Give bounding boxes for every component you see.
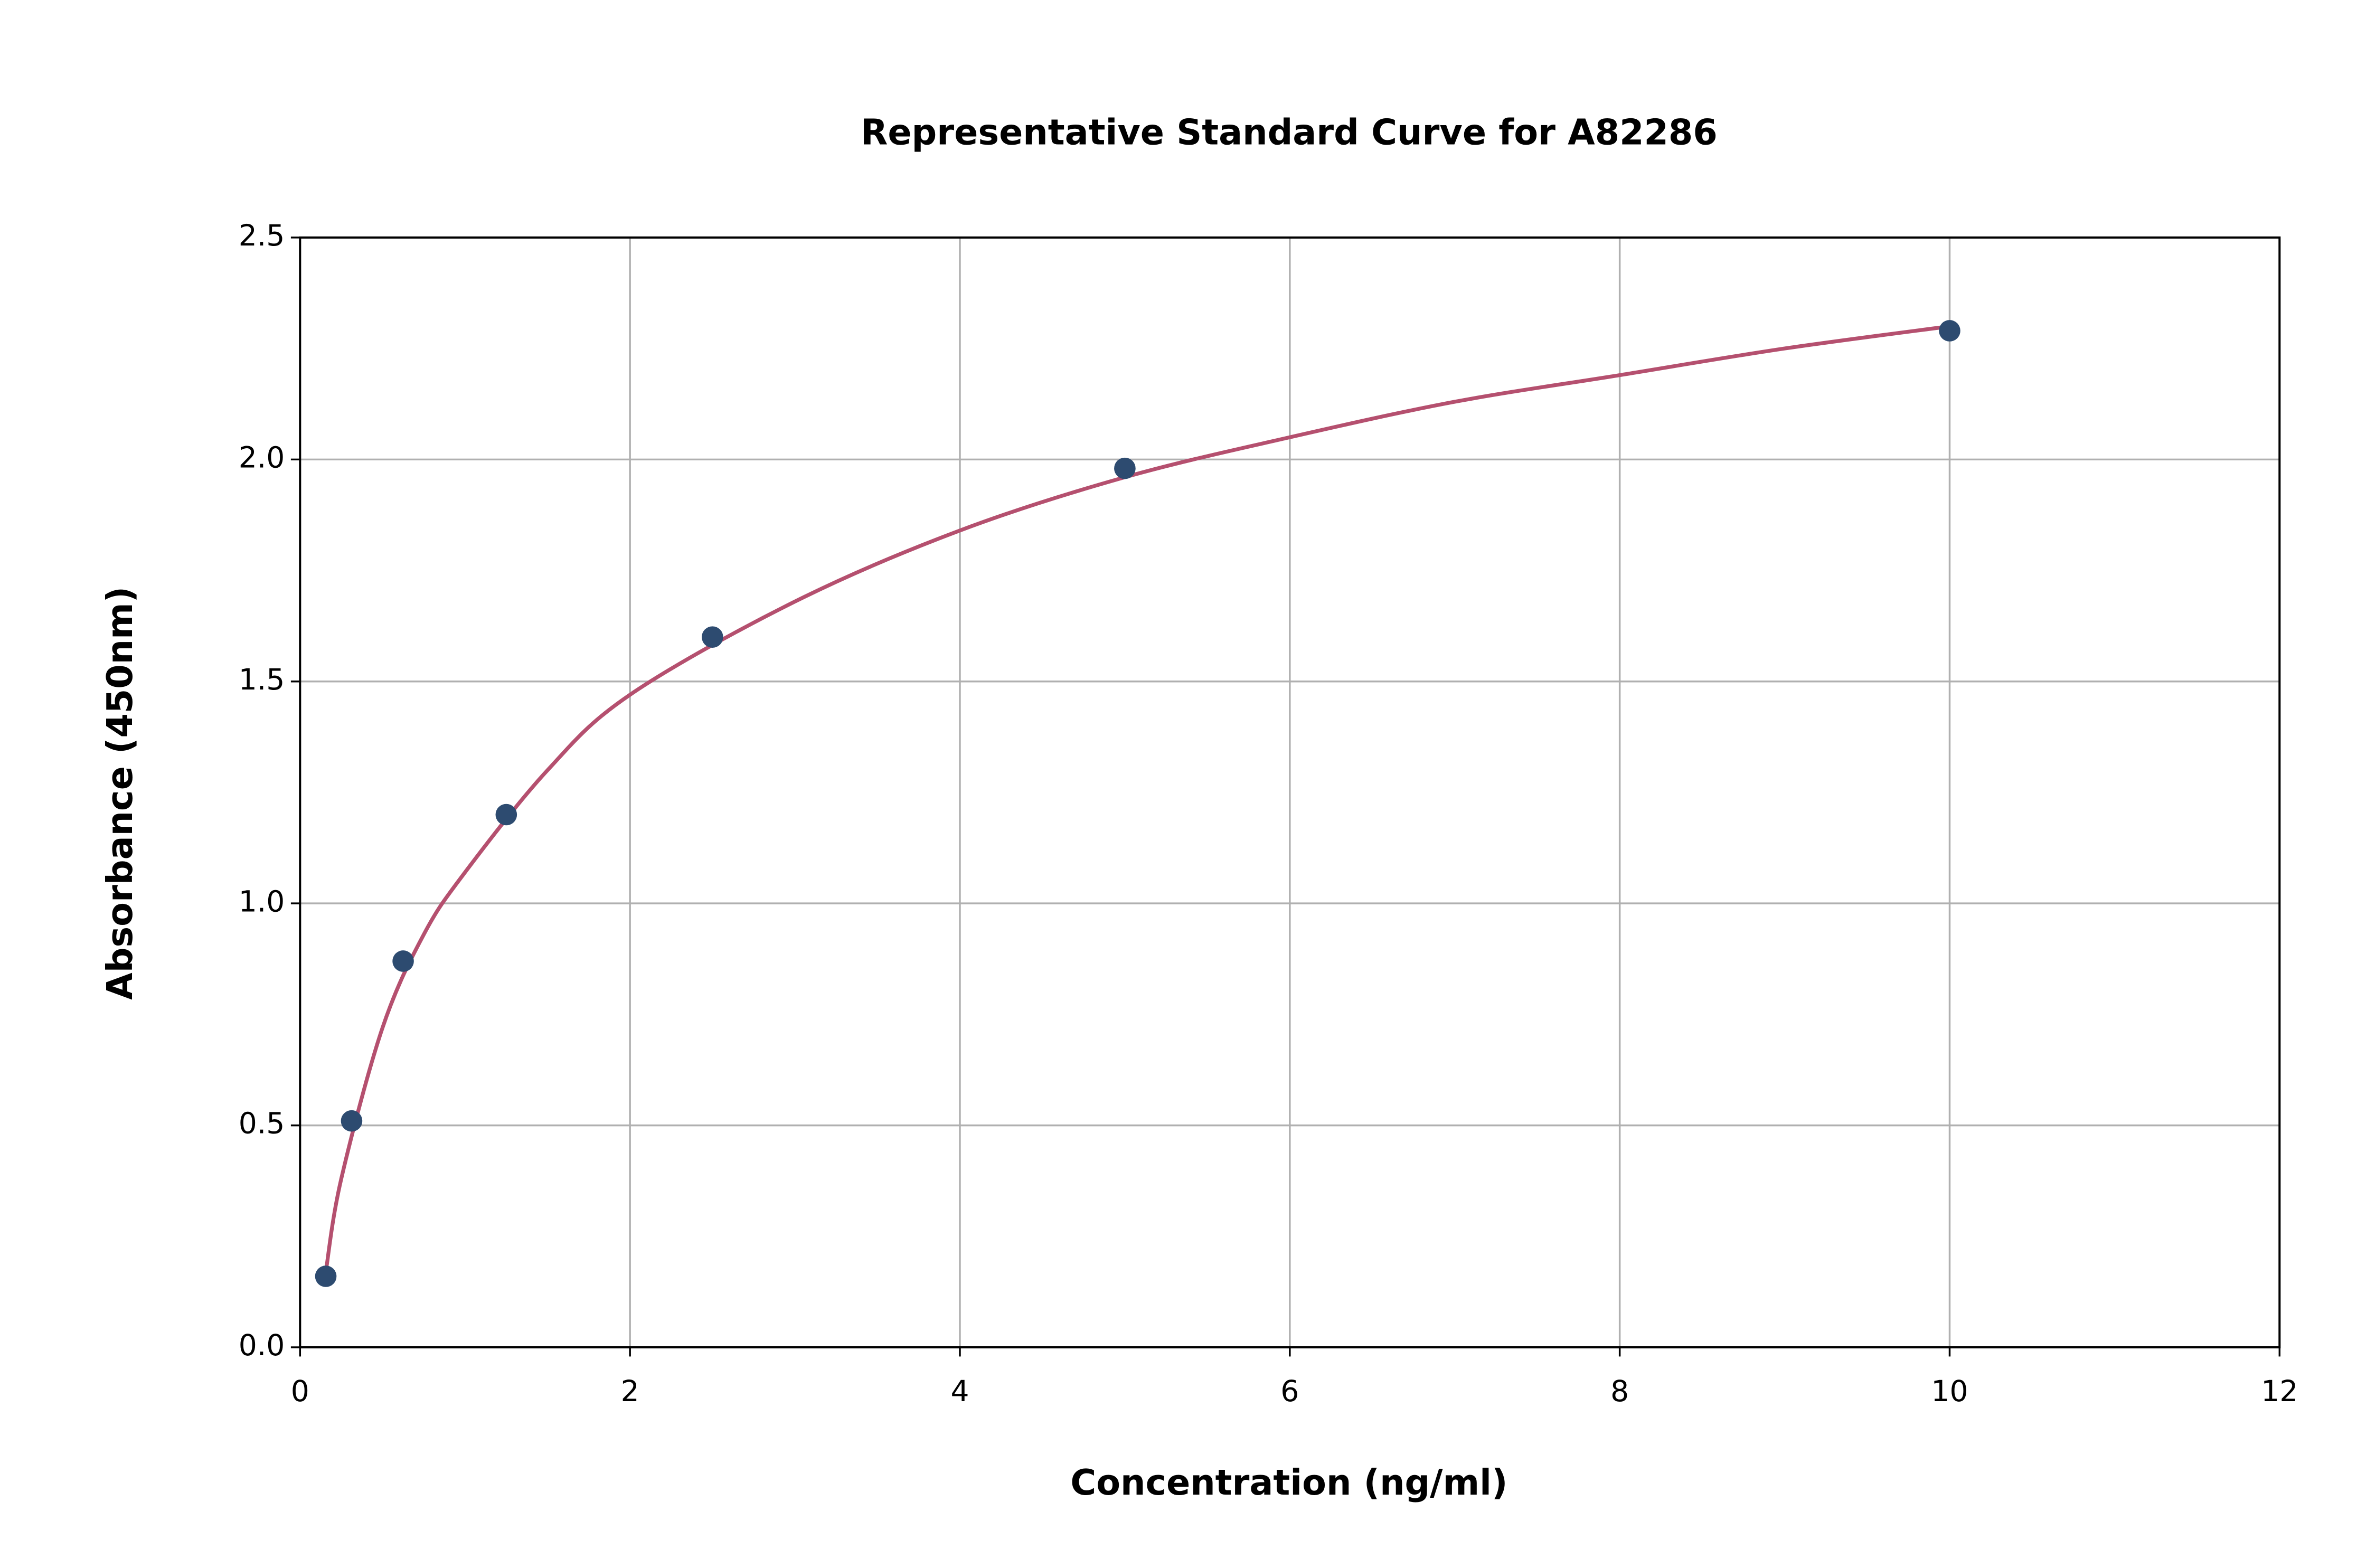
data-point [702, 626, 723, 648]
plot-frame [299, 236, 2281, 1349]
x-tick-label: 0 [291, 1374, 309, 1408]
y-tick-label: 1.5 [239, 663, 285, 696]
data-point [1114, 457, 1136, 479]
y-axis-label: Absorbance (450nm) [99, 587, 140, 1000]
y-tick-label: 0.0 [239, 1328, 285, 1362]
x-tick-label: 2 [621, 1374, 639, 1408]
chart-title: Representative Standard Curve for A82286 [861, 112, 1718, 153]
x-tick-label: 4 [950, 1374, 969, 1408]
x-axis-label: Concentration (ng/ml) [1070, 1462, 1507, 1503]
y-tick-label: 2.5 [239, 219, 285, 252]
x-tick-label: 10 [1931, 1374, 1968, 1408]
data-point [341, 1110, 363, 1132]
y-tick-label: 1.0 [239, 884, 285, 918]
fit-curve [324, 324, 1950, 1272]
data-point [392, 950, 414, 972]
y-tick-label: 2.0 [239, 440, 285, 474]
data-point [315, 1265, 337, 1287]
data-point [495, 804, 517, 826]
x-tick-label: 6 [1280, 1374, 1299, 1408]
x-tick-label: 12 [2261, 1374, 2298, 1408]
x-tick-label: 8 [1610, 1374, 1629, 1408]
y-tick-label: 0.5 [239, 1107, 285, 1140]
data-point [1939, 320, 1960, 342]
